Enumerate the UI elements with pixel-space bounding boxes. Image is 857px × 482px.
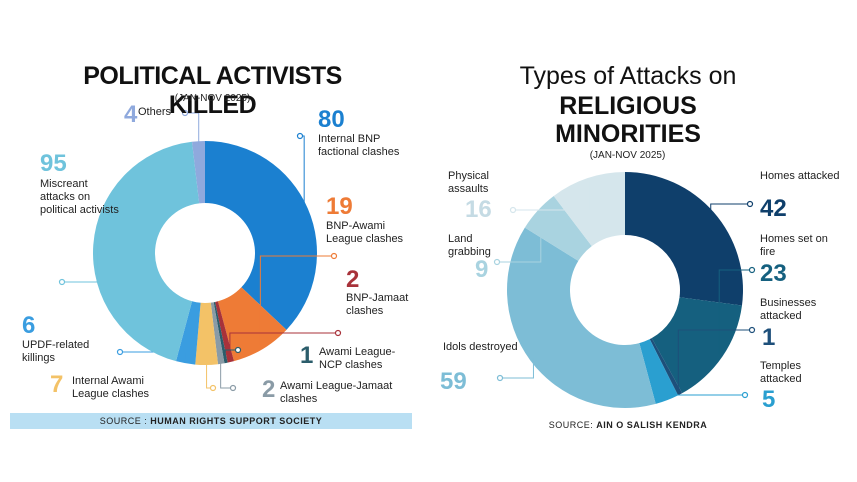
leader-dot bbox=[746, 200, 754, 208]
leader-dot bbox=[334, 329, 342, 337]
leader-dot bbox=[330, 252, 338, 260]
donut-slice bbox=[210, 302, 225, 365]
donut-slice bbox=[625, 172, 743, 306]
value-label: 2 bbox=[346, 266, 360, 293]
donut-slice bbox=[205, 141, 318, 330]
leader-line bbox=[62, 245, 98, 283]
source: SOURCE : HUMAN RIGHTS SUPPORT SOCIETY bbox=[10, 416, 412, 426]
leader-dot bbox=[296, 132, 304, 140]
value-label: 80 bbox=[318, 106, 345, 133]
category-label: Temples attacked bbox=[760, 360, 802, 385]
leader-dot bbox=[234, 346, 242, 354]
category-label: Idols destroyed bbox=[443, 341, 518, 353]
value-label: 16 bbox=[465, 196, 492, 223]
donut-slice bbox=[215, 301, 234, 363]
donut-slice bbox=[507, 227, 656, 408]
donut-slice bbox=[213, 301, 228, 364]
leader-line bbox=[665, 394, 745, 397]
value-label: 6 bbox=[22, 312, 36, 339]
category-label: Internal Awami League clashes bbox=[72, 375, 150, 400]
category-label: Businesses attacked bbox=[760, 297, 817, 322]
donut-slice bbox=[191, 141, 205, 204]
source-name: AIN O SALISH KENDRA bbox=[596, 420, 708, 430]
value-label: 1 bbox=[300, 342, 314, 369]
leader-line bbox=[120, 351, 187, 360]
donut-slice bbox=[639, 339, 679, 404]
value-label: 5 bbox=[762, 386, 776, 413]
leader-line bbox=[259, 255, 334, 346]
leader-dot bbox=[748, 266, 756, 274]
leader-dot bbox=[509, 206, 517, 214]
category-label: Others bbox=[138, 106, 172, 118]
leader-dot bbox=[493, 258, 501, 266]
category-label: BNP-Jamaat clashes bbox=[346, 292, 409, 317]
category-label: Awami League-Jamaat clashes bbox=[280, 380, 393, 405]
value-label: 7 bbox=[50, 371, 64, 398]
category-label: Homes attacked bbox=[760, 170, 840, 182]
source-bar bbox=[10, 413, 412, 429]
donut-slice bbox=[553, 172, 625, 247]
donut-slice bbox=[217, 287, 287, 362]
source-name: HUMAN RIGHTS SUPPORT SOCIETY bbox=[150, 416, 323, 426]
source-label: SOURCE: bbox=[548, 420, 594, 430]
chart-title-emphasis: RELIGIOUS MINORITIES bbox=[555, 92, 701, 148]
leader-dot bbox=[748, 326, 756, 334]
category-label: Physical assaults bbox=[448, 170, 489, 195]
leader-dot bbox=[116, 348, 124, 356]
value-label: 59 bbox=[440, 368, 467, 395]
category-label: Homes set on fire bbox=[760, 233, 828, 258]
source: SOURCE: AIN O SALISH KENDRA bbox=[520, 420, 736, 430]
chart-subtitle: (JAN-NOV 2025) bbox=[589, 150, 666, 161]
value-label: 4 bbox=[124, 101, 138, 128]
category-label: Land grabbing bbox=[448, 233, 491, 258]
value-label: 19 bbox=[326, 193, 353, 220]
leader-line bbox=[710, 203, 750, 215]
leader-line bbox=[500, 357, 534, 379]
leader-dot bbox=[181, 109, 189, 117]
category-label: BNP-Awami League clashes bbox=[326, 220, 404, 245]
leader-line bbox=[677, 329, 752, 391]
chart-title: Types of Attacks on bbox=[519, 62, 737, 90]
value-label: 95 bbox=[40, 150, 67, 177]
donut-slice bbox=[176, 301, 201, 365]
value-label: 23 bbox=[760, 260, 787, 287]
leader-line bbox=[185, 112, 200, 146]
leader-dot bbox=[229, 384, 237, 392]
chart-subtitle: (JAN-NOV 2025) bbox=[174, 93, 251, 104]
category-label: Miscreant attacks on political activists bbox=[40, 178, 119, 216]
source-label: SOURCE : bbox=[99, 416, 148, 426]
leader-dot bbox=[741, 391, 749, 399]
leader-dot bbox=[58, 278, 66, 286]
category-label: UPDF-related killings bbox=[22, 339, 90, 364]
value-label: 1 bbox=[762, 324, 776, 351]
category-label: Internal BNP factional clashes bbox=[318, 133, 400, 158]
leader-line bbox=[497, 213, 542, 263]
leader-line bbox=[206, 360, 213, 389]
leader-dot bbox=[496, 374, 504, 382]
category-label: Awami League-NCP clashes bbox=[319, 346, 396, 371]
donut-slice bbox=[524, 195, 592, 261]
leader-line bbox=[513, 181, 590, 211]
donut-slice bbox=[93, 141, 200, 362]
leader-line bbox=[224, 349, 238, 360]
chart-title: POLITICAL ACTIVISTS KILLED bbox=[83, 62, 342, 119]
value-label: 2 bbox=[262, 376, 276, 403]
donut-slice bbox=[195, 302, 219, 365]
leader-dot bbox=[209, 384, 217, 392]
leader-line bbox=[220, 359, 233, 389]
value-label: 9 bbox=[475, 256, 489, 283]
value-label: 42 bbox=[760, 195, 787, 222]
leader-line bbox=[718, 269, 752, 355]
donut-slice bbox=[649, 338, 683, 396]
